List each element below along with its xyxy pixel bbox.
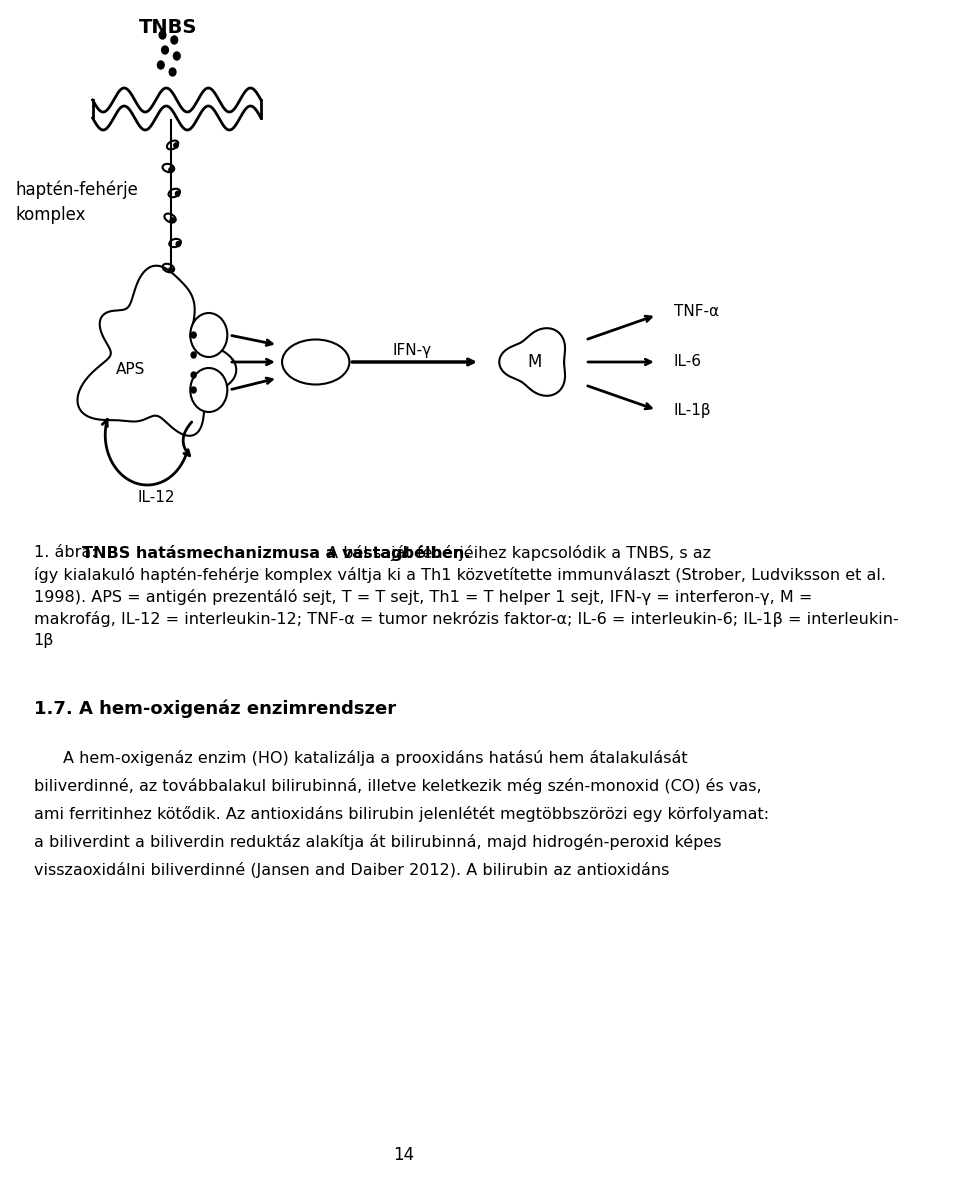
Circle shape	[169, 68, 176, 76]
Text: T: T	[204, 383, 213, 397]
Polygon shape	[78, 265, 236, 436]
Text: APS: APS	[116, 363, 145, 377]
Circle shape	[190, 369, 228, 413]
Text: a biliverdint a biliverdin reduktáz alakítja át bilirubinná, majd hidrogén-perox: a biliverdint a biliverdin reduktáz alak…	[34, 833, 721, 850]
Text: 1. ábra:: 1. ábra:	[34, 545, 102, 560]
Circle shape	[191, 386, 196, 394]
Text: IFN-γ: IFN-γ	[393, 342, 432, 358]
Text: TNBS hatásmechanizmusa a vastagbélben.: TNBS hatásmechanizmusa a vastagbélben.	[82, 545, 470, 561]
Text: TNF-α: TNF-α	[674, 304, 719, 320]
Text: IL-1β: IL-1β	[674, 403, 711, 417]
Text: 1β: 1β	[34, 633, 54, 648]
Circle shape	[191, 352, 196, 358]
Text: TNBS: TNBS	[139, 18, 198, 37]
Text: biliverdinné, az továbbalakul bilirubinná, illetve keletkezik még szén-monoxid (: biliverdinné, az továbbalakul bilirubinn…	[34, 778, 761, 794]
Text: visszaoxidálni biliverdinné (Jansen and Daiber 2012). A bilirubin az antioxidáns: visszaoxidálni biliverdinné (Jansen and …	[34, 862, 669, 877]
Text: Th1: Th1	[301, 354, 330, 370]
Text: így kialakuló haptén-fehérje komplex váltja ki a Th1 közvetítette immunválaszt (: így kialakuló haptén-fehérje komplex vál…	[34, 567, 886, 583]
Circle shape	[174, 143, 178, 147]
Text: 14: 14	[394, 1146, 415, 1164]
Circle shape	[174, 52, 180, 59]
Text: A hem-oxigenáz enzim (HO) katalizálja a prooxidáns hatású hem átalakulását: A hem-oxigenáz enzim (HO) katalizálja a …	[63, 750, 687, 766]
Text: A bél saját fehérjéihez kapcsolódik a TNBS, s az: A bél saját fehérjéihez kapcsolódik a TN…	[322, 545, 710, 561]
Circle shape	[171, 36, 178, 44]
Circle shape	[169, 168, 173, 172]
Text: haptén-fehérje: haptén-fehérje	[15, 181, 138, 200]
Circle shape	[191, 372, 196, 378]
Circle shape	[159, 31, 166, 39]
Circle shape	[190, 313, 228, 357]
Circle shape	[191, 332, 196, 338]
Text: komplex: komplex	[15, 206, 85, 224]
Circle shape	[170, 218, 175, 222]
Circle shape	[176, 191, 180, 196]
Text: M: M	[527, 353, 541, 371]
Text: 1998). APS = antigén prezentáló sejt, T = T sejt, Th1 = T helper 1 sejt, IFN-γ =: 1998). APS = antigén prezentáló sejt, T …	[34, 589, 812, 605]
Text: 1.7. A hem-oxigenáz enzimrendszer: 1.7. A hem-oxigenáz enzimrendszer	[34, 700, 396, 718]
Text: ami ferritinhez kötődik. Az antioxidáns bilirubin jelenlétét megtöbbszörözi egy : ami ferritinhez kötődik. Az antioxidáns …	[34, 806, 769, 822]
Text: T: T	[204, 328, 213, 342]
Ellipse shape	[282, 340, 349, 384]
Circle shape	[177, 241, 180, 246]
Text: makrofág, IL-12 = interleukin-12; TNF-α = tumor nekrózis faktor-α; IL-6 = interl: makrofág, IL-12 = interleukin-12; TNF-α …	[34, 611, 899, 627]
Circle shape	[161, 46, 168, 54]
Circle shape	[157, 61, 164, 69]
Text: IL-6: IL-6	[674, 354, 702, 370]
Text: IL-12: IL-12	[137, 490, 175, 505]
Polygon shape	[499, 328, 565, 396]
Circle shape	[169, 268, 173, 272]
